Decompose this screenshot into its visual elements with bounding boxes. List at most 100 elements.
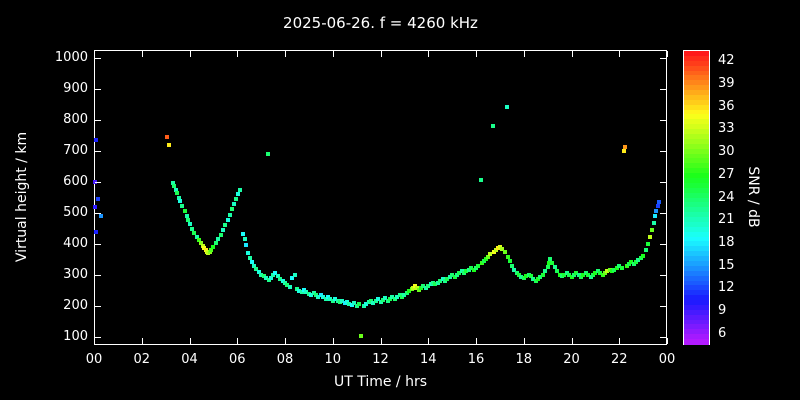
colorbar-slice xyxy=(684,295,709,302)
data-point xyxy=(466,267,471,272)
y-tick-mark-right xyxy=(660,88,666,90)
data-point xyxy=(266,277,271,282)
y-tick-mark xyxy=(95,57,101,59)
x-tick-mark-top xyxy=(237,51,239,57)
data-point xyxy=(249,260,254,265)
data-point xyxy=(579,274,584,279)
data-point xyxy=(631,261,636,266)
x-tick-label: 02 xyxy=(133,352,151,367)
data-point xyxy=(528,274,533,279)
data-point xyxy=(283,281,287,286)
data-point xyxy=(407,289,412,294)
data-point xyxy=(524,274,529,279)
data-point xyxy=(299,289,304,294)
data-point xyxy=(502,249,507,254)
plot-area xyxy=(94,50,667,345)
y-tick-mark xyxy=(95,306,101,308)
data-point xyxy=(242,237,247,242)
data-point xyxy=(225,217,230,222)
data-point xyxy=(347,301,352,306)
data-point xyxy=(445,276,450,281)
y-tick-label: 1000 xyxy=(54,49,88,65)
colorbar-slice xyxy=(684,197,709,204)
data-point xyxy=(500,246,505,251)
data-point xyxy=(643,248,648,253)
data-point xyxy=(187,221,192,226)
data-point xyxy=(247,256,252,261)
y-tick-label: 200 xyxy=(63,298,88,314)
data-point xyxy=(626,261,631,266)
x-tick-mark-top xyxy=(571,51,573,57)
data-point xyxy=(649,228,654,233)
data-point xyxy=(345,299,350,304)
colorbar-slice xyxy=(684,290,709,297)
data-point xyxy=(419,286,424,291)
colorbar-tick-label: 18 xyxy=(718,234,735,250)
data-point xyxy=(285,283,290,288)
data-point xyxy=(476,263,481,268)
colorbar-slice xyxy=(684,65,709,72)
data-point xyxy=(421,284,426,289)
data-point xyxy=(290,275,295,280)
colorbar-slice xyxy=(684,329,709,336)
data-point xyxy=(598,271,603,276)
colorbar-slice xyxy=(684,94,709,102)
colorbar-tick-label: 36 xyxy=(718,98,735,114)
colorbar-slice xyxy=(684,270,709,278)
data-point xyxy=(438,278,443,283)
data-point xyxy=(294,286,299,291)
data-point xyxy=(602,271,607,276)
data-point xyxy=(342,301,347,306)
colorbar-slice xyxy=(684,148,709,155)
y-tick-mark-right xyxy=(660,337,666,339)
x-tick-mark-top xyxy=(667,51,668,57)
data-point xyxy=(292,273,297,278)
colorbar-slice xyxy=(684,265,709,273)
data-point xyxy=(583,271,588,276)
data-point xyxy=(454,273,459,278)
data-point xyxy=(251,263,256,268)
data-point xyxy=(576,273,581,278)
data-point xyxy=(244,242,249,247)
data-point xyxy=(471,267,476,272)
data-point xyxy=(318,293,323,297)
data-point xyxy=(232,201,237,206)
data-point xyxy=(323,296,328,301)
colorbar-slice xyxy=(684,256,709,263)
x-tick-label: 16 xyxy=(467,352,485,367)
data-point xyxy=(435,280,440,285)
data-point xyxy=(543,269,548,274)
colorbar-tick-label: 33 xyxy=(718,121,735,137)
data-point xyxy=(254,266,259,271)
data-point xyxy=(533,278,538,283)
data-point xyxy=(629,260,634,265)
x-tick-label: 14 xyxy=(419,352,437,367)
data-point xyxy=(488,252,493,257)
colorbar-slice xyxy=(684,231,709,239)
x-tick-mark-top xyxy=(94,51,95,57)
data-point xyxy=(390,294,395,299)
data-point xyxy=(376,297,381,302)
data-point xyxy=(512,267,517,272)
data-point xyxy=(316,294,321,299)
data-point xyxy=(610,269,615,274)
colorbar-slice xyxy=(684,173,709,180)
x-tick-mark xyxy=(285,338,286,344)
data-point xyxy=(483,256,488,261)
data-point xyxy=(256,270,261,275)
data-point xyxy=(497,244,502,249)
colorbar-slice xyxy=(684,158,709,165)
data-point xyxy=(614,265,619,270)
colorbar-slice xyxy=(684,134,709,141)
colorbar-tick-label: 39 xyxy=(718,76,735,92)
data-point xyxy=(548,256,553,261)
data-point xyxy=(538,274,543,279)
data-point xyxy=(349,302,354,307)
data-point xyxy=(588,274,593,279)
data-point xyxy=(209,248,214,253)
data-point xyxy=(655,204,660,209)
data-point xyxy=(569,274,574,279)
data-point xyxy=(309,293,314,297)
data-point xyxy=(278,276,283,281)
x-tick-mark xyxy=(94,338,95,344)
